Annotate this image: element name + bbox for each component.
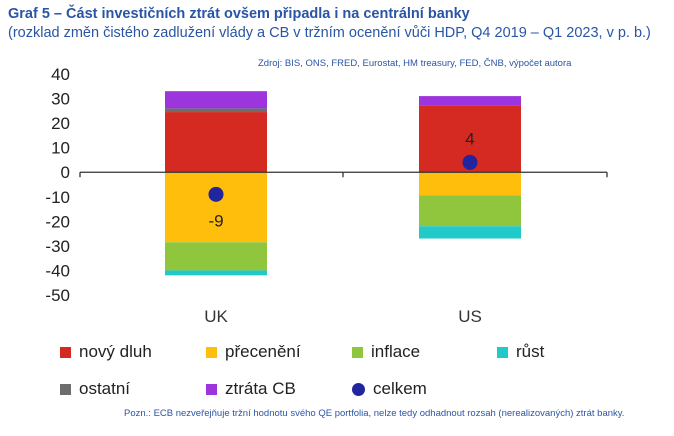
legend-label: nový dluh [79, 342, 152, 361]
legend-dot [352, 382, 365, 396]
legend-item-celkem: celkem [352, 379, 427, 399]
legend-item-novy-dluh: nový dluh [60, 342, 152, 362]
total-marker [462, 154, 478, 170]
bar-segment [165, 270, 267, 276]
total-marker [208, 186, 224, 202]
footnote: Pozn.: ECB nezveřejňuje tržní hodnotu sv… [124, 408, 625, 419]
legend-swatch [497, 346, 508, 358]
legend-item-ztrata-cb: ztráta CB [206, 379, 296, 399]
legend-item-inflace: inflace [352, 342, 420, 362]
y-tick-label: -30 [45, 237, 70, 256]
source-note: Zdroj: BIS, ONS, FRED, Eurostat, HM trea… [258, 58, 572, 69]
legend-label: přecenění [225, 342, 301, 361]
total-markers [208, 154, 478, 202]
bar-segment [419, 172, 521, 196]
chart-subtitle: (rozklad změn čistého zadlužení vlády a … [8, 25, 651, 41]
bar-segment [165, 91, 267, 109]
legend-label: ztráta CB [225, 379, 296, 398]
bar-segment [165, 108, 267, 113]
bar-segment [419, 195, 521, 227]
legend-swatch [352, 346, 363, 358]
x-tick-label: US [458, 307, 482, 326]
chart-title: Graf 5 – Část investičních ztrát ovšem p… [8, 6, 470, 22]
x-tick-label: UK [204, 307, 228, 326]
y-tick-label: 10 [51, 139, 70, 158]
legend-item-rust: růst [497, 342, 544, 362]
y-tick-label: 0 [61, 163, 70, 182]
total-data-label: 4 [465, 129, 474, 148]
legend-item-ostatni: ostatní [60, 379, 130, 399]
y-tick-label: -50 [45, 286, 70, 305]
bar-segment [419, 96, 521, 106]
legend-swatch [206, 346, 217, 358]
bar-stacks [165, 91, 521, 276]
legend-label: růst [516, 342, 545, 361]
bar-segment [165, 172, 267, 243]
y-tick-label: -20 [45, 212, 70, 231]
bar-segment [165, 112, 267, 173]
y-tick-label: -10 [45, 188, 70, 207]
legend-item-preceneni: přecenění [206, 342, 301, 362]
y-tick-label: -40 [45, 261, 70, 280]
y-tick-label: 20 [51, 114, 70, 133]
legend-swatch [60, 383, 71, 395]
chart-plot: 40 30 20 10 0 -10 -20 -30 -40 -50 UK US -9 4 [45, 65, 608, 326]
axis-ticks [79, 172, 608, 178]
legend-swatch [206, 383, 217, 395]
y-axis: 40 30 20 10 0 -10 -20 -30 -40 -50 [45, 65, 70, 305]
y-tick-label: 30 [51, 90, 70, 109]
bar-segment [419, 226, 521, 239]
data-labels: -9 4 [208, 129, 474, 230]
total-data-label: -9 [208, 211, 223, 230]
x-axis: UK US [204, 307, 482, 326]
legend-swatch [60, 346, 71, 358]
legend-label: celkem [373, 379, 427, 398]
legend-label: inflace [371, 342, 421, 361]
y-tick-label: 40 [51, 65, 70, 84]
bar-segment [165, 242, 267, 271]
legend-label: ostatní [79, 379, 131, 398]
